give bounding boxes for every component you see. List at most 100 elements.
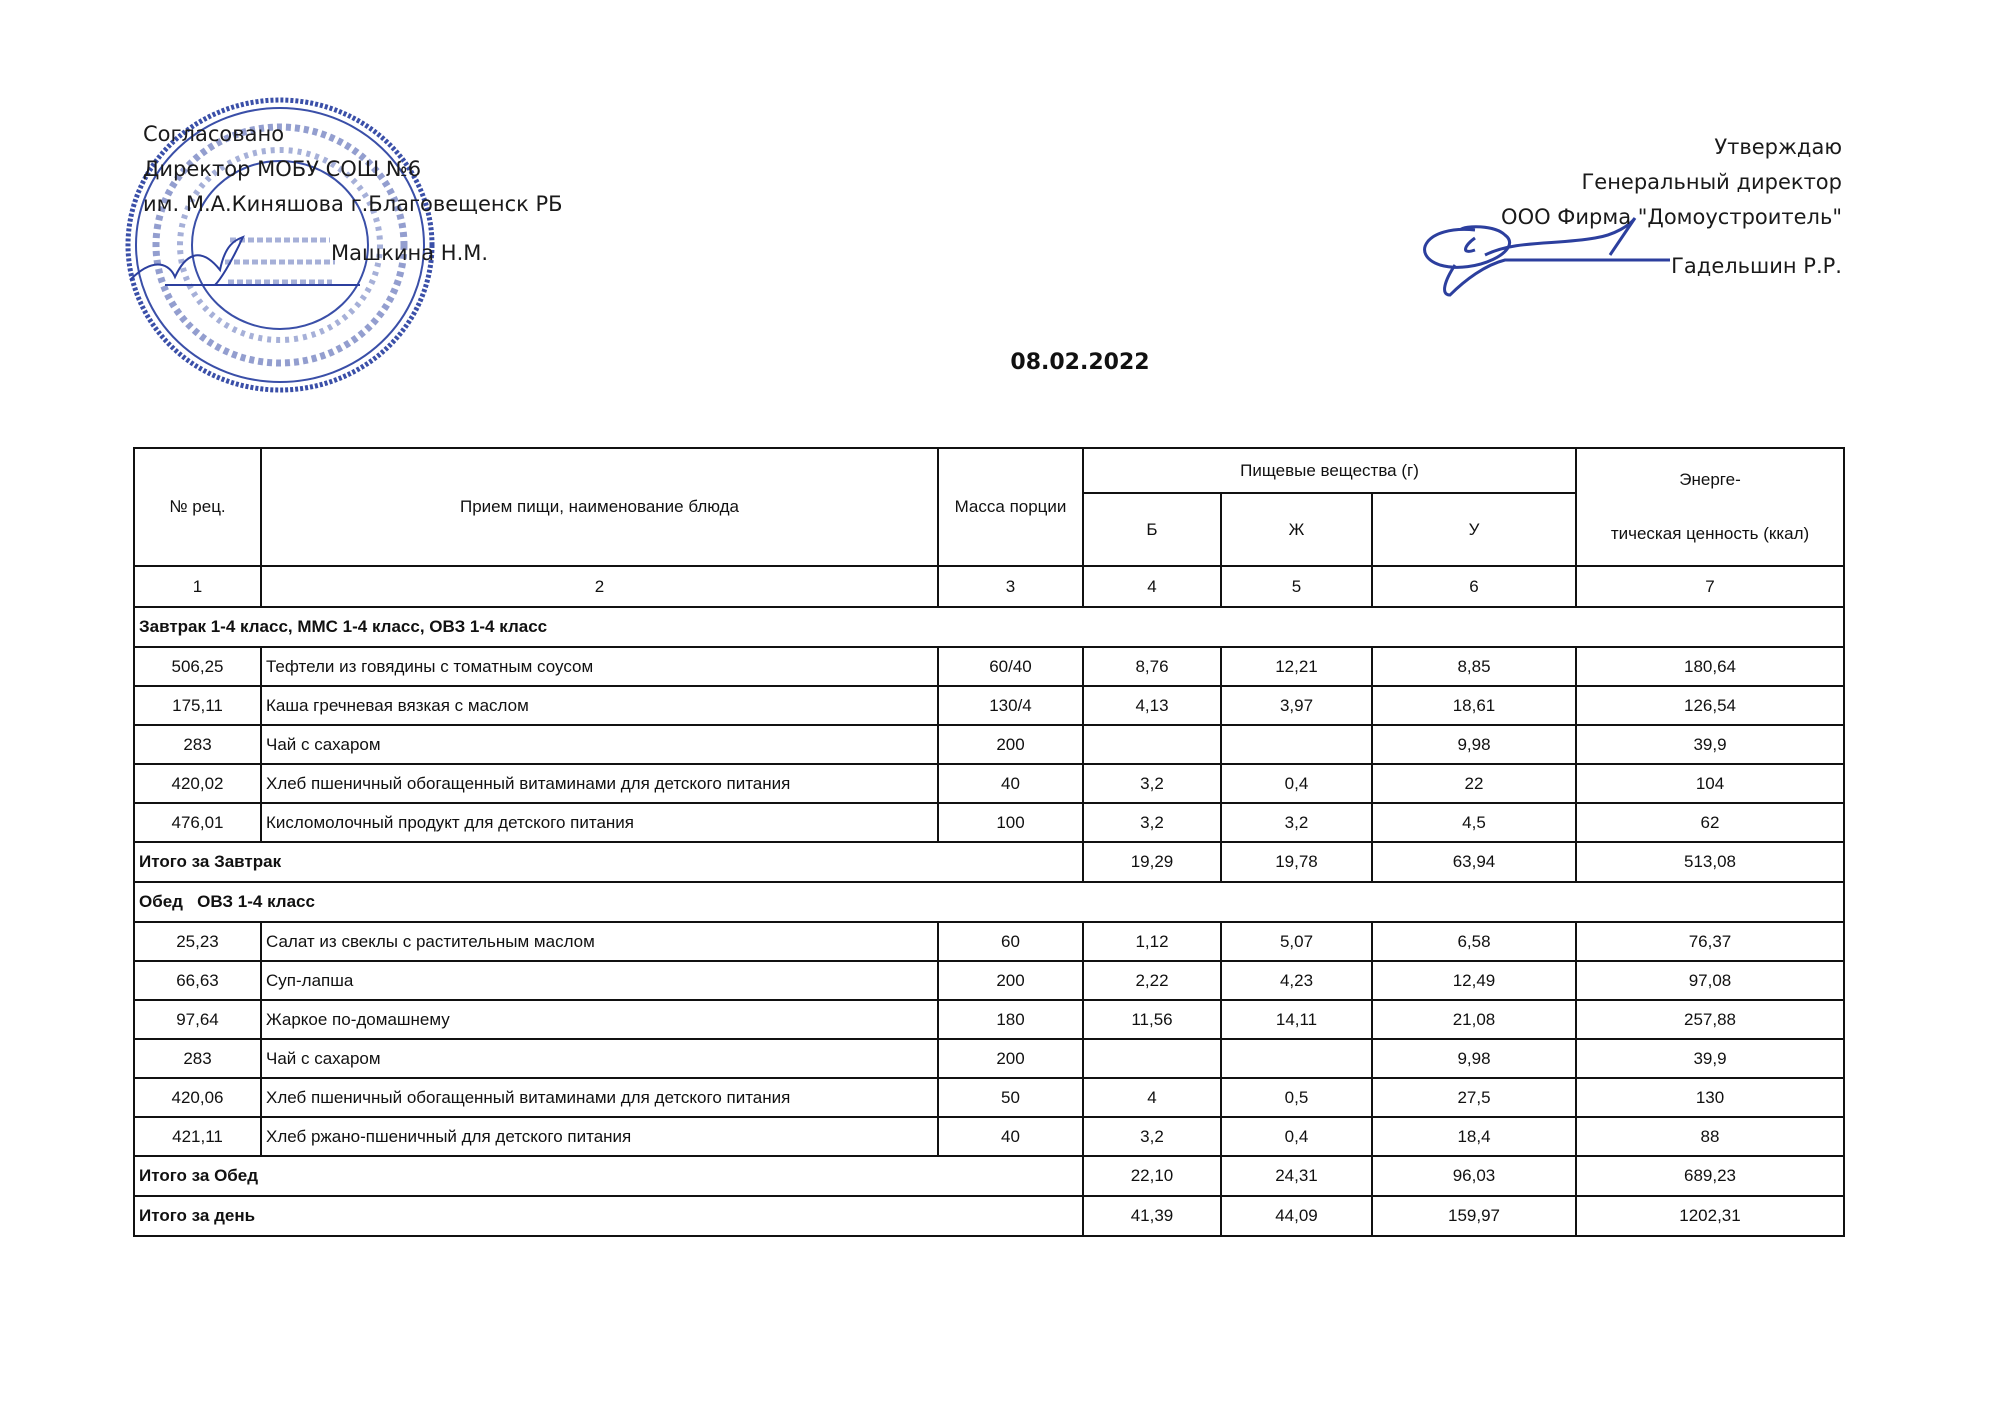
dish-name-cell: Салат из свеклы с растительным маслом [260,921,939,962]
total-fat: 44,09 [1220,1195,1373,1237]
col-number: 2 [260,565,939,608]
table-row: 420,06 Хлеб пшеничный обогащенный витамин… [133,1077,1845,1118]
mass-cell: 60 [937,921,1084,962]
kcal-cell: 39,9 [1575,1038,1845,1079]
table-row: 97,64 Жаркое по-домашнему 180 11,56 14,11 21,… [133,999,1845,1040]
total-carbs: 159,97 [1371,1195,1577,1237]
protein-cell: 4,13 [1082,685,1222,726]
header-energy-line1: Энерге- [1679,470,1741,489]
dish-name-cell: Хлеб пшеничный обогащенный витаминами дл… [260,1077,939,1118]
dish-name-cell: Хлеб ржано-пшеничный для детского питани… [260,1116,939,1157]
table-row: 175,11 Каша гречневая вязкая с маслом 130/… [133,685,1845,726]
kcal-cell: 39,9 [1575,724,1845,765]
mass-cell: 40 [937,763,1084,804]
protein-cell: 8,76 [1082,646,1222,687]
col-number: 1 [133,565,262,608]
table-row: 283 Чай с сахаром 200 9,98 39,9 [133,724,1845,765]
header-dish: Прием пищи, наименование блюда [260,447,939,567]
table-row: 420,02 Хлеб пшеничный обогащенный витамин… [133,763,1845,804]
recipe-no-cell: 283 [133,1038,262,1079]
approval-left-heading: Согласовано [143,122,285,146]
fat-cell: 5,07 [1220,921,1373,962]
recipe-no-cell: 25,23 [133,921,262,962]
recipe-no-cell: 66,63 [133,960,262,1001]
header-protein: Б [1082,492,1222,567]
fat-cell [1220,724,1373,765]
dish-name-cell: Чай с сахаром [260,724,939,765]
kcal-cell: 62 [1575,802,1845,843]
dish-name-cell: Тефтели из говядины с томатным соусом [260,646,939,687]
carbs-cell: 18,61 [1371,685,1577,726]
fat-cell: 0,4 [1220,1116,1373,1157]
total-protein: 22,10 [1082,1155,1222,1197]
fat-cell: 14,11 [1220,999,1373,1040]
protein-cell: 4 [1082,1077,1222,1118]
recipe-no-cell: 175,11 [133,685,262,726]
protein-cell: 1,12 [1082,921,1222,962]
total-carbs: 63,94 [1371,841,1577,883]
carbs-cell: 21,08 [1371,999,1577,1040]
total-kcal: 689,23 [1575,1155,1845,1197]
recipe-no-cell: 506,25 [133,646,262,687]
kcal-cell: 126,54 [1575,685,1845,726]
header-carbs: У [1371,492,1577,567]
fat-cell: 0,4 [1220,763,1373,804]
table-row: 25,23 Салат из свеклы с растительным масл… [133,921,1845,962]
recipe-no-cell: 97,64 [133,999,262,1040]
lunch-total-row: Итого за Обед 22,10 24,31 96,03 689,23 [133,1155,1845,1197]
carbs-cell: 6,58 [1371,921,1577,962]
kcal-cell: 257,88 [1575,999,1845,1040]
fat-cell: 3,97 [1220,685,1373,726]
dish-name-cell: Кисломолочный продукт для детского питан… [260,802,939,843]
mass-cell: 50 [937,1077,1084,1118]
kcal-cell: 130 [1575,1077,1845,1118]
kcal-cell: 97,08 [1575,960,1845,1001]
mass-cell: 200 [937,960,1084,1001]
approval-left-signatory: Машкина Н.М. [331,241,489,265]
dish-name-cell: Чай с сахаром [260,1038,939,1079]
section-lunch-title: Обед ОВЗ 1-4 класс [133,881,1845,923]
kcal-cell: 88 [1575,1116,1845,1157]
recipe-no-cell: 421,11 [133,1116,262,1157]
table-row: 421,11 Хлеб ржано-пшеничный для детского … [133,1116,1845,1157]
protein-cell [1082,1038,1222,1079]
kcal-cell: 180,64 [1575,646,1845,687]
section-breakfast-title: Завтрак 1-4 класс, ММС 1-4 класс, ОВЗ 1-… [133,606,1845,648]
recipe-no-cell: 476,01 [133,802,262,843]
header-recipe-no: № рец. [133,447,262,567]
carbs-cell: 9,98 [1371,724,1577,765]
mass-cell: 200 [937,724,1084,765]
column-number-row: 1 2 3 4 5 6 7 [133,565,1845,608]
dish-name-cell: Хлеб пшеничный обогащенный витаминами дл… [260,763,939,804]
approval-left-organization: им. М.А.Киняшова г.Благовещенск РБ [143,192,563,216]
director-signature [129,235,360,286]
mass-cell: 60/40 [937,646,1084,687]
total-carbs: 96,03 [1371,1155,1577,1197]
dish-name-cell: Суп-лапша [260,960,939,1001]
carbs-cell: 4,5 [1371,802,1577,843]
breakfast-rows: 506,25 Тефтели из говядины с томатным соу… [133,646,1845,843]
recipe-no-cell: 420,02 [133,763,262,804]
protein-cell: 3,2 [1082,763,1222,804]
total-kcal: 513,08 [1575,841,1845,883]
total-fat: 24,31 [1220,1155,1373,1197]
mass-cell: 200 [937,1038,1084,1079]
header-mass: Масса порции [937,447,1084,567]
approval-left-position: Директор МОБУ СОШ №6 [143,157,422,181]
recipe-no-cell: 420,06 [133,1077,262,1118]
col-number: 7 [1575,565,1845,608]
table-row: 476,01 Кисломолочный продукт для детского… [133,802,1845,843]
protein-cell: 2,22 [1082,960,1222,1001]
day-total-row: Итого за день 41,39 44,09 159,97 1202,31 [133,1195,1845,1237]
total-label: Итого за Завтрак [133,841,1084,883]
protein-cell [1082,724,1222,765]
kcal-cell: 76,37 [1575,921,1845,962]
approval-right-position: Генеральный директор [1581,170,1842,194]
mass-cell: 40 [937,1116,1084,1157]
menu-date: 08.02.2022 [1010,350,1150,375]
dish-name-cell: Каша гречневая вязкая с маслом [260,685,939,726]
mass-cell: 180 [937,999,1084,1040]
fat-cell: 3,2 [1220,802,1373,843]
carbs-cell: 18,4 [1371,1116,1577,1157]
approval-right-organization: ООО Фирма "Домоустроитель" [1501,205,1842,229]
